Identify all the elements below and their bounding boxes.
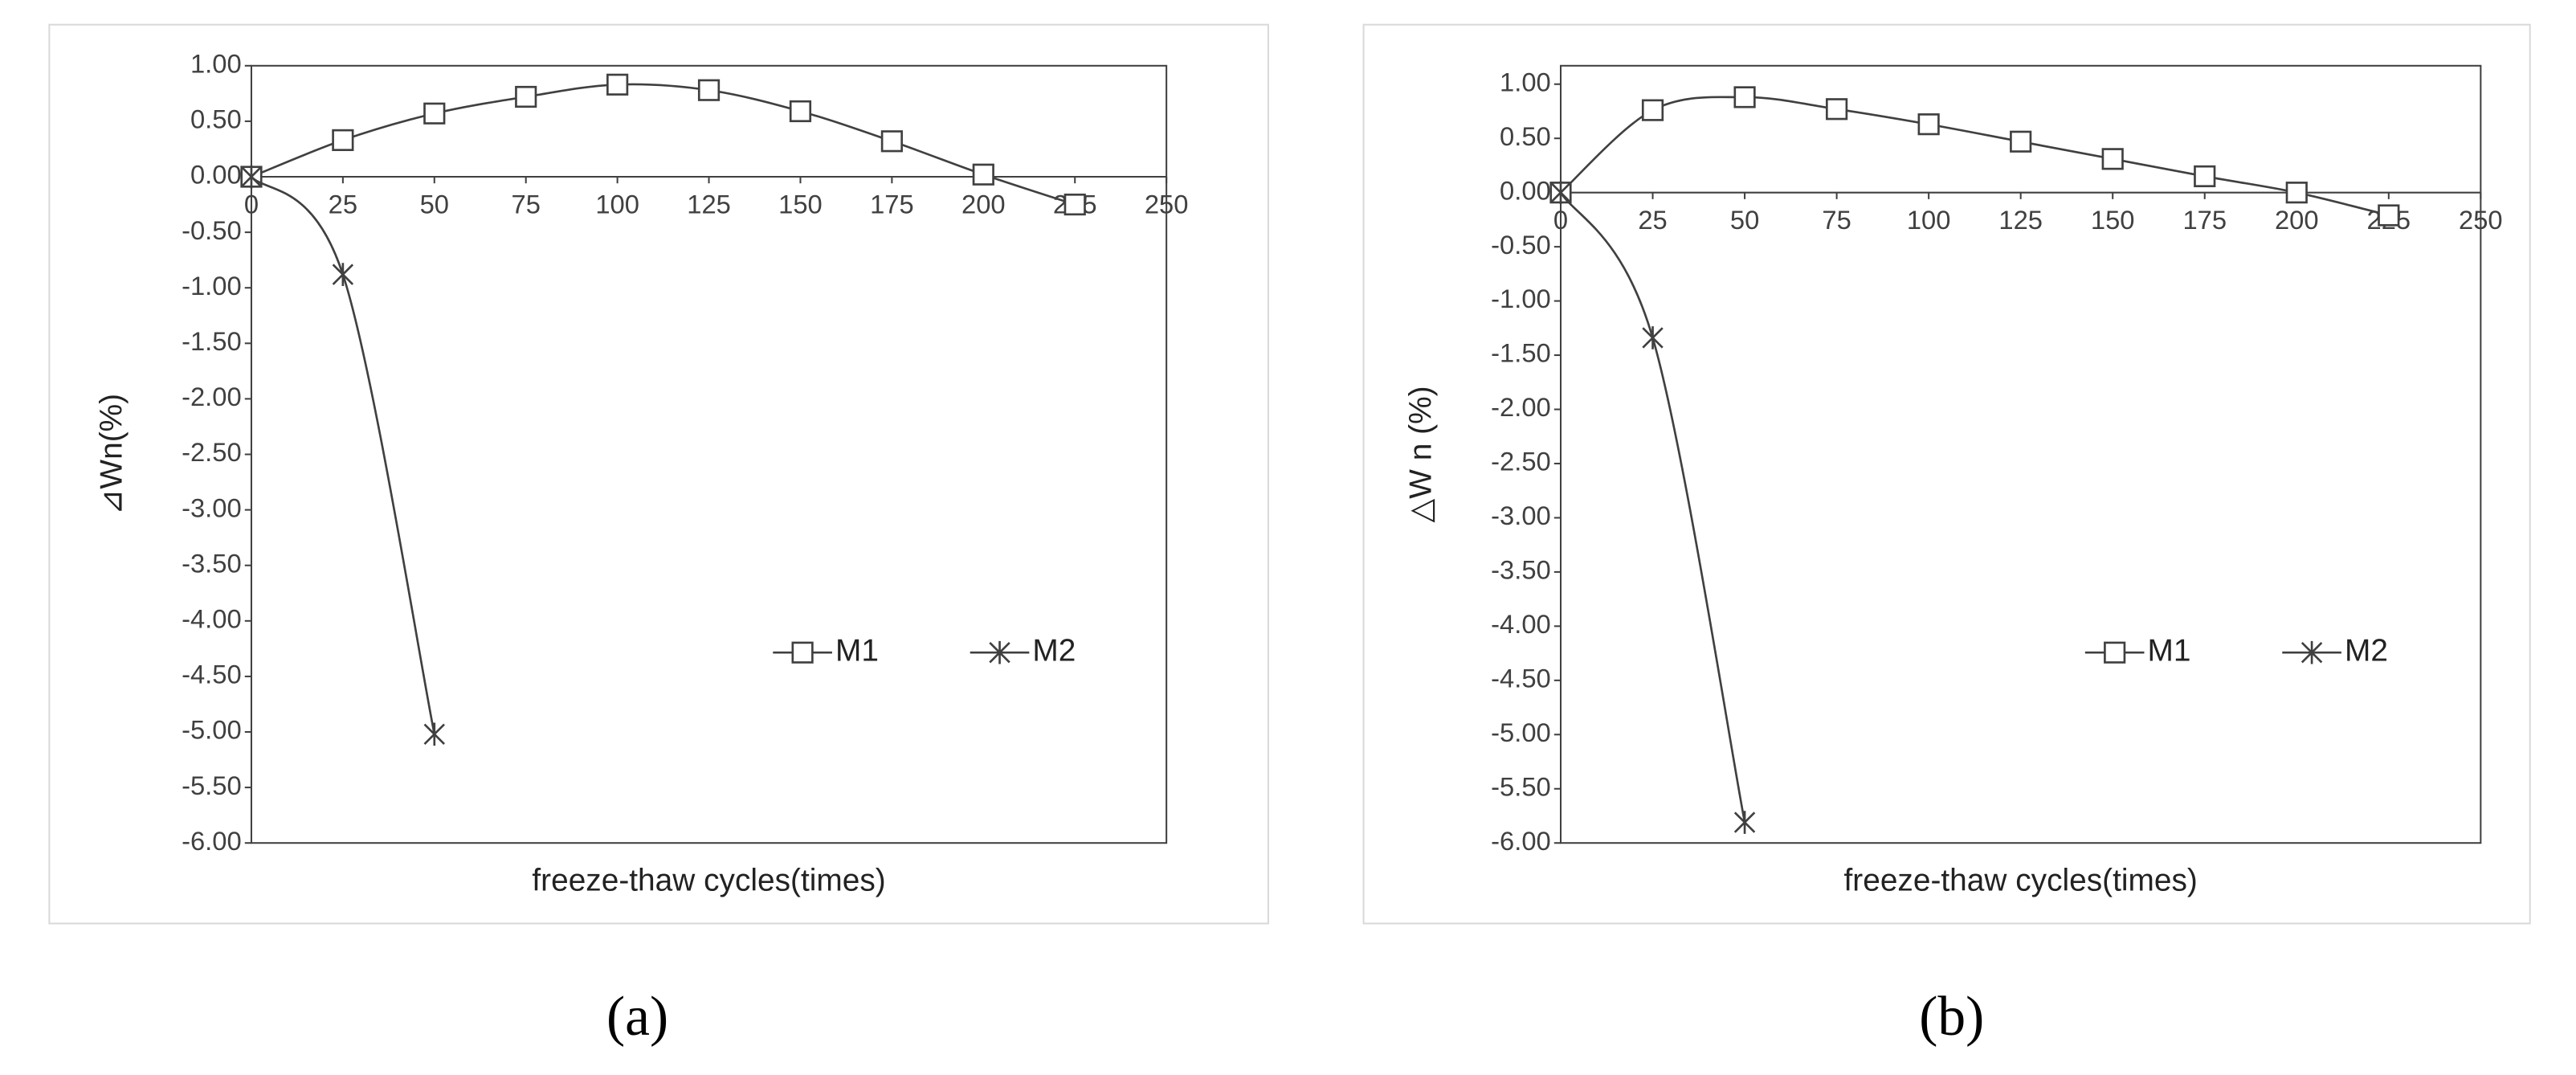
x-tick-label: 150 bbox=[2091, 205, 2135, 235]
marker bbox=[1917, 113, 1940, 136]
y-tick-label: -1.00 bbox=[182, 271, 242, 300]
y-tick-label: -5.50 bbox=[182, 770, 242, 800]
x-tick-label: 75 bbox=[1822, 205, 1851, 235]
marker bbox=[423, 722, 446, 746]
caption: (b) bbox=[1919, 986, 1984, 1048]
y-tick-label: -4.00 bbox=[182, 603, 242, 633]
marker bbox=[1641, 99, 1664, 121]
caption: (a) bbox=[606, 986, 668, 1048]
marker bbox=[423, 102, 446, 125]
y-tick-label: 1.00 bbox=[1500, 67, 1551, 96]
y-tick-label: 0.00 bbox=[1500, 175, 1551, 205]
x-tick-label: 175 bbox=[870, 189, 914, 219]
y-tick-label: -3.50 bbox=[1491, 555, 1551, 585]
y-tick-label: -4.00 bbox=[1491, 609, 1551, 639]
x-tick-label: 50 bbox=[1730, 205, 1759, 235]
marker bbox=[332, 129, 354, 152]
x-axis-title: freeze-thaw cycles(times) bbox=[532, 864, 885, 898]
legend-label: M2 bbox=[1032, 633, 1076, 668]
marker bbox=[606, 73, 629, 96]
marker bbox=[697, 79, 721, 101]
x-tick-label: 100 bbox=[595, 189, 639, 219]
y-tick-label: -6.00 bbox=[1491, 826, 1551, 856]
y-tick-label: 0.50 bbox=[190, 104, 242, 134]
y-tick-label: 0.00 bbox=[190, 160, 242, 190]
legend-label: M1 bbox=[2148, 633, 2191, 668]
x-tick-label: 250 bbox=[2459, 205, 2503, 235]
x-tick-label: 200 bbox=[2275, 205, 2319, 235]
marker bbox=[880, 130, 903, 153]
y-tick-label: -4.50 bbox=[1491, 663, 1551, 693]
marker bbox=[2010, 130, 2032, 153]
legend-label: M2 bbox=[2345, 633, 2388, 668]
marker bbox=[972, 163, 994, 186]
x-tick-label: 25 bbox=[329, 189, 357, 219]
y-tick-label: -5.00 bbox=[1491, 717, 1551, 747]
x-tick-label: 25 bbox=[1638, 205, 1667, 235]
panel-frame bbox=[1362, 23, 2531, 925]
series-line bbox=[1560, 96, 2390, 217]
x-tick-label: 125 bbox=[1998, 205, 2043, 235]
marker bbox=[1733, 86, 1756, 108]
x-tick-label: 125 bbox=[687, 189, 731, 219]
x-tick-label: 250 bbox=[1145, 189, 1189, 219]
x-tick-label: 175 bbox=[2182, 205, 2227, 235]
y-tick-label: -2.50 bbox=[1491, 447, 1551, 476]
y-tick-label: -3.00 bbox=[182, 493, 242, 522]
legend-marker bbox=[2104, 641, 2126, 664]
y-tick-label: -0.50 bbox=[182, 215, 242, 245]
marker bbox=[1642, 326, 1664, 349]
x-tick-label: 0 bbox=[1553, 205, 1568, 235]
series-line bbox=[250, 176, 436, 735]
y-tick-label: -0.50 bbox=[1491, 230, 1551, 260]
marker bbox=[1063, 193, 1086, 216]
marker bbox=[240, 165, 263, 189]
x-tick-label: 150 bbox=[778, 189, 823, 219]
y-tick-label: -5.00 bbox=[182, 715, 242, 745]
marker bbox=[2285, 182, 2308, 204]
y-tick-label: -2.00 bbox=[182, 382, 242, 411]
y-tick-label: -1.50 bbox=[182, 326, 242, 356]
y-tick-label: -1.50 bbox=[1491, 338, 1551, 368]
x-tick-label: 50 bbox=[420, 189, 449, 219]
marker bbox=[1733, 811, 1756, 834]
marker bbox=[789, 100, 812, 123]
series-line bbox=[1559, 191, 1746, 823]
legend-marker bbox=[989, 640, 1010, 664]
y-tick-label: -5.50 bbox=[1491, 771, 1551, 801]
series-line bbox=[251, 83, 1076, 206]
y-tick-label: -4.50 bbox=[182, 660, 242, 689]
y-tick-label: 0.50 bbox=[1500, 121, 1551, 151]
marker bbox=[2378, 204, 2400, 227]
x-tick-label: 0 bbox=[244, 189, 259, 219]
y-axis-title: △W n (%) bbox=[1403, 386, 1438, 522]
marker bbox=[2101, 148, 2124, 170]
y-tick-label: -3.50 bbox=[182, 548, 242, 578]
legend-label: M1 bbox=[835, 633, 879, 668]
legend-marker bbox=[2300, 640, 2323, 664]
plot-area bbox=[1559, 64, 2482, 844]
marker bbox=[332, 263, 354, 286]
y-axis-title: ⊿Wn(%) bbox=[94, 394, 129, 515]
y-tick-label: 1.00 bbox=[190, 48, 242, 78]
y-tick-label: -6.00 bbox=[182, 826, 242, 856]
marker bbox=[1826, 98, 1848, 121]
y-tick-label: -1.00 bbox=[1491, 284, 1551, 313]
x-tick-label: 100 bbox=[1907, 205, 1951, 235]
y-tick-label: -2.00 bbox=[1491, 392, 1551, 422]
x-tick-label: 200 bbox=[961, 189, 1006, 219]
legend-marker bbox=[791, 641, 814, 664]
marker bbox=[515, 85, 537, 108]
marker bbox=[2194, 165, 2216, 188]
marker bbox=[1549, 181, 1572, 204]
x-tick-label: 75 bbox=[512, 189, 541, 219]
y-tick-label: -2.50 bbox=[182, 437, 242, 467]
x-axis-title: freeze-thaw cycles(times) bbox=[1844, 864, 2198, 898]
y-tick-label: -3.00 bbox=[1491, 501, 1551, 530]
